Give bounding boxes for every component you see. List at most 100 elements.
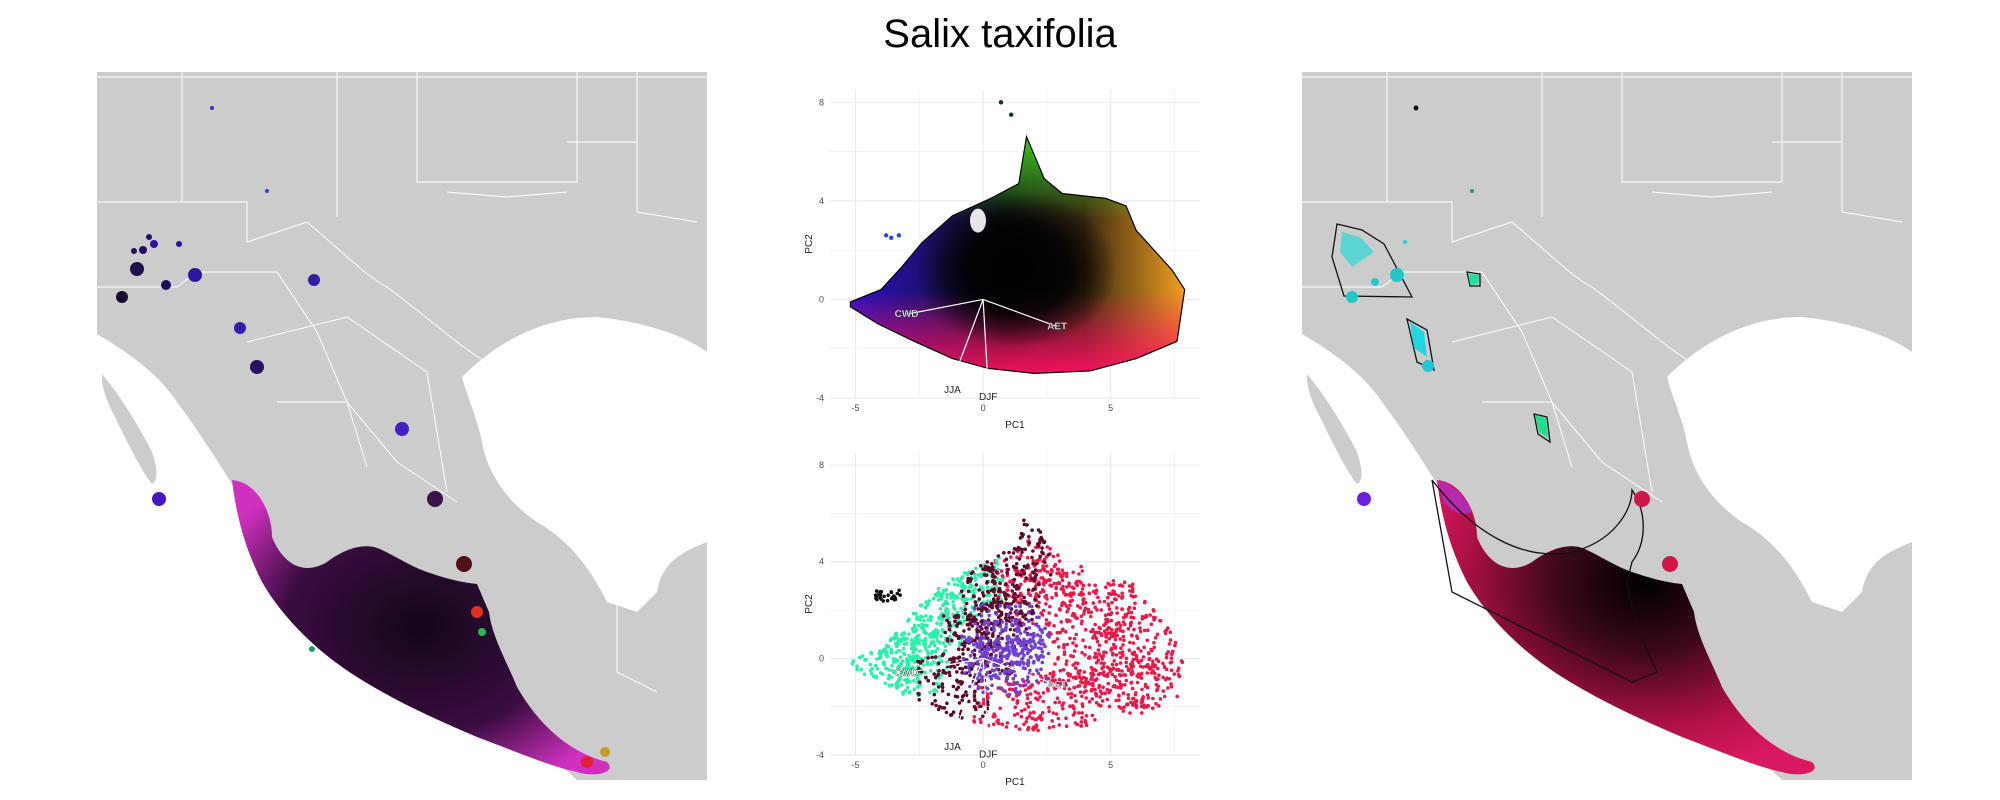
pca-point — [905, 680, 909, 685]
pca-point — [1056, 567, 1061, 572]
pca-point — [888, 638, 893, 643]
pca-point — [1161, 689, 1166, 693]
pca-point — [1052, 624, 1056, 628]
pca-point — [1083, 720, 1088, 725]
pca-point — [1022, 722, 1026, 727]
pca-point — [1062, 590, 1066, 595]
occurrence-point — [234, 322, 246, 334]
pca-point — [1073, 693, 1077, 698]
pca-point — [944, 588, 949, 592]
pca-point — [1032, 634, 1036, 638]
pca-point — [940, 689, 945, 693]
pca-point — [1096, 648, 1101, 652]
pca-point — [998, 100, 1004, 105]
pca-point — [987, 609, 991, 613]
pca-point — [1068, 636, 1072, 641]
pca-point — [875, 657, 879, 661]
pca-point — [1104, 650, 1108, 655]
pca-point — [972, 693, 977, 698]
pca-point — [931, 640, 936, 644]
pca-point — [1170, 651, 1174, 656]
pca-point — [937, 669, 941, 673]
pca-point — [1104, 635, 1108, 639]
pca-point — [1023, 688, 1028, 692]
pca-point — [958, 579, 962, 584]
pca-point — [979, 704, 983, 709]
pca-point — [1093, 718, 1097, 722]
pca-point — [1111, 666, 1116, 671]
pca-point — [1027, 714, 1032, 719]
pca-point — [1142, 645, 1146, 650]
pca-point — [1134, 691, 1138, 695]
pca-point — [1083, 606, 1088, 610]
pca-point — [1013, 604, 1018, 609]
x-axis-label: PC1 — [1005, 420, 1025, 431]
pca-point — [1071, 641, 1075, 645]
pca-point — [1012, 577, 1017, 582]
pca-point — [1056, 657, 1060, 661]
pca-point — [981, 591, 985, 595]
pca-point — [1145, 638, 1150, 643]
pca-point — [885, 666, 889, 671]
pca-point — [1033, 717, 1037, 722]
pca-point — [1080, 702, 1084, 706]
hull-fills — [1340, 232, 1548, 438]
pca-point — [939, 595, 944, 600]
loading-arrow-label: JJA — [944, 385, 961, 396]
pca-point — [952, 659, 956, 664]
pca-point — [956, 583, 960, 587]
pca-point — [965, 637, 970, 642]
pca-point — [1000, 722, 1005, 727]
pca-point — [978, 672, 982, 676]
pca-point — [997, 640, 1001, 645]
pca-point — [1132, 701, 1136, 706]
pca-point — [915, 685, 920, 689]
pca-point — [1101, 685, 1105, 689]
pca-point — [894, 631, 898, 636]
loading-arrow — [951, 658, 984, 739]
pca-point — [1089, 614, 1093, 619]
pca-point — [917, 698, 921, 702]
pca-point — [1026, 611, 1031, 615]
pca-point — [1050, 719, 1054, 723]
pca-point — [1026, 591, 1031, 596]
pca-point — [933, 628, 938, 632]
loading-arrow-label: JJA — [944, 742, 961, 753]
pca-point — [996, 567, 1000, 572]
pca-point — [927, 633, 932, 637]
pca-point — [1019, 643, 1023, 648]
pca-point — [1079, 581, 1083, 585]
pca-point — [1037, 540, 1042, 545]
pca-point — [985, 642, 989, 647]
pca-point — [941, 670, 945, 675]
pca-point — [1007, 550, 1011, 555]
x-tick-label: 0 — [981, 760, 986, 770]
pca-point — [1145, 671, 1150, 675]
pca-point — [972, 715, 977, 719]
pca-point — [1120, 584, 1125, 588]
pca-point — [1011, 551, 1016, 555]
pca-point — [1105, 687, 1110, 692]
pca-point — [1136, 646, 1140, 651]
pca-point — [1074, 699, 1078, 703]
pca-point — [1055, 581, 1060, 586]
pca-point — [1151, 669, 1155, 673]
pca-point — [1105, 665, 1110, 669]
pca-point — [1114, 668, 1119, 672]
pca-point — [964, 571, 969, 575]
pca-point — [969, 613, 973, 617]
pca-point — [1005, 570, 1009, 575]
pca-point — [1035, 604, 1039, 608]
pca-point — [1082, 670, 1087, 674]
pca-point — [905, 660, 910, 665]
pca-point — [966, 647, 970, 651]
pca-point — [1118, 583, 1122, 588]
pca-point — [956, 615, 961, 619]
pca-point — [994, 570, 999, 574]
pca-point — [1009, 602, 1014, 606]
pca-point — [1105, 674, 1110, 679]
pca-point — [1033, 642, 1037, 647]
pca-point — [1026, 588, 1031, 592]
pca-point — [882, 594, 886, 599]
pca-point — [1129, 681, 1133, 685]
